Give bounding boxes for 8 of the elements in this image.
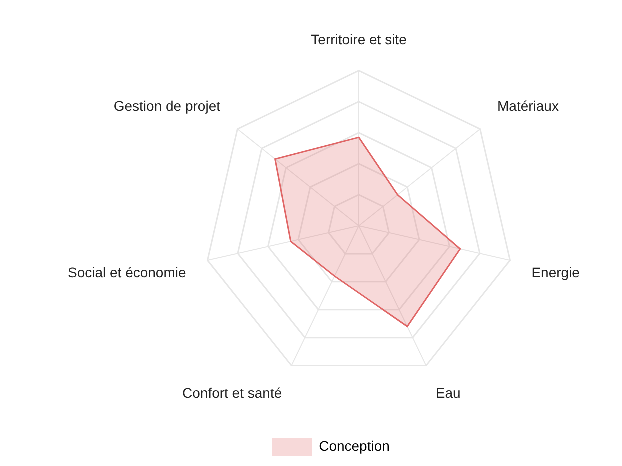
spoke-label: Social et économie <box>68 264 186 281</box>
spoke-label: Matériaux <box>498 98 559 114</box>
spoke-label: Energie <box>532 264 580 281</box>
legend-label: Conception <box>319 438 390 454</box>
spoke-label: Eau <box>436 384 461 401</box>
spoke-label: Confort et santé <box>182 384 282 401</box>
spoke-label: Territoire et site <box>311 31 408 48</box>
spoke-label: Gestion de projet <box>114 98 221 114</box>
